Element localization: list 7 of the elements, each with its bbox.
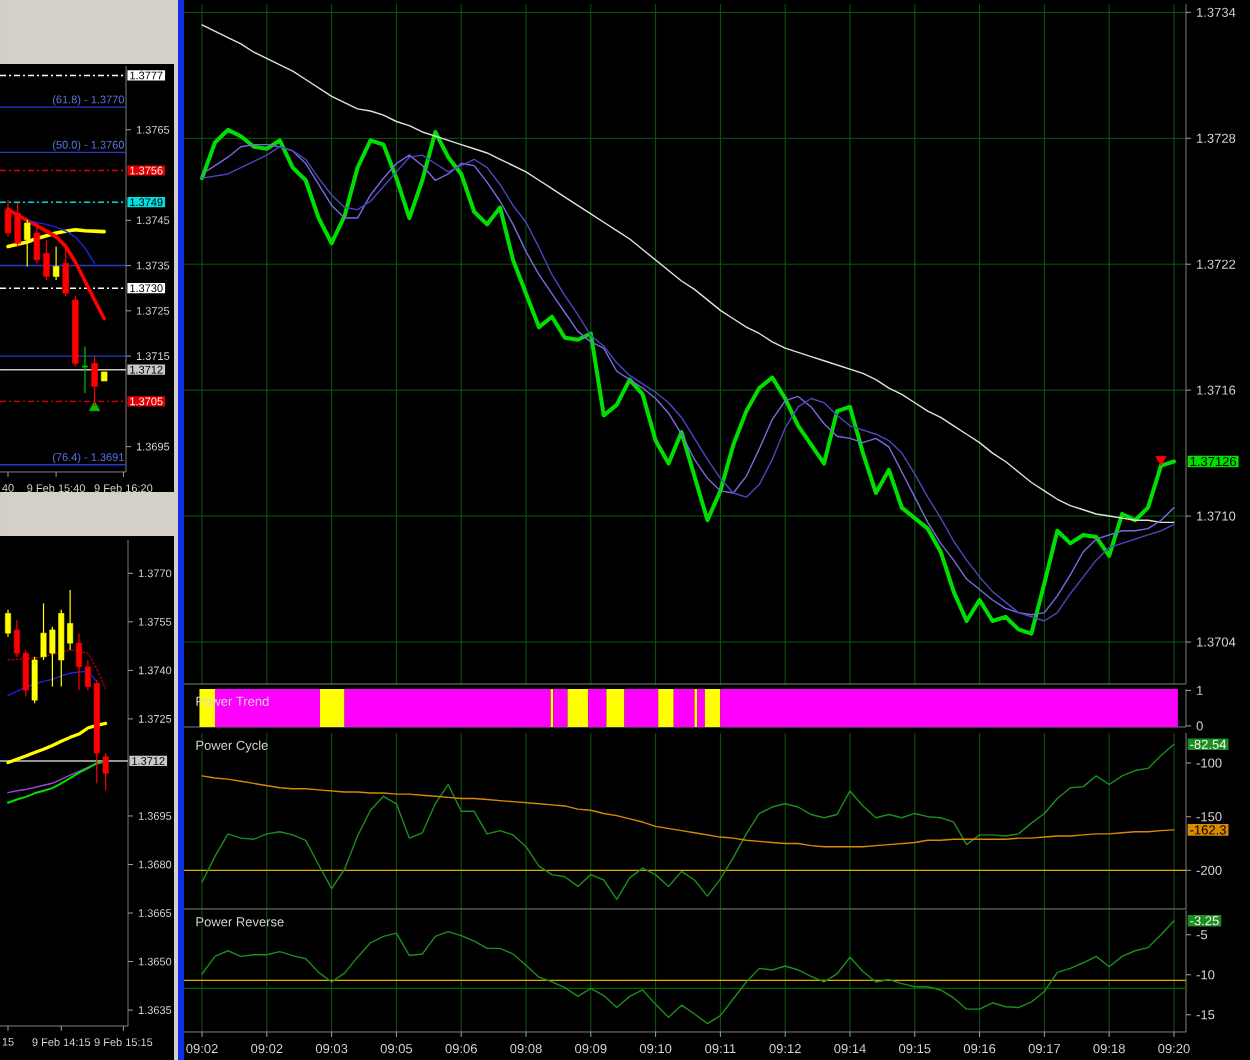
line-series [7, 759, 107, 804]
candlestick [31, 656, 38, 704]
candlestick [102, 752, 109, 791]
candlestick [52, 245, 60, 281]
candlestick [62, 242, 69, 297]
candlestick [5, 609, 11, 638]
line-series [26, 219, 96, 265]
